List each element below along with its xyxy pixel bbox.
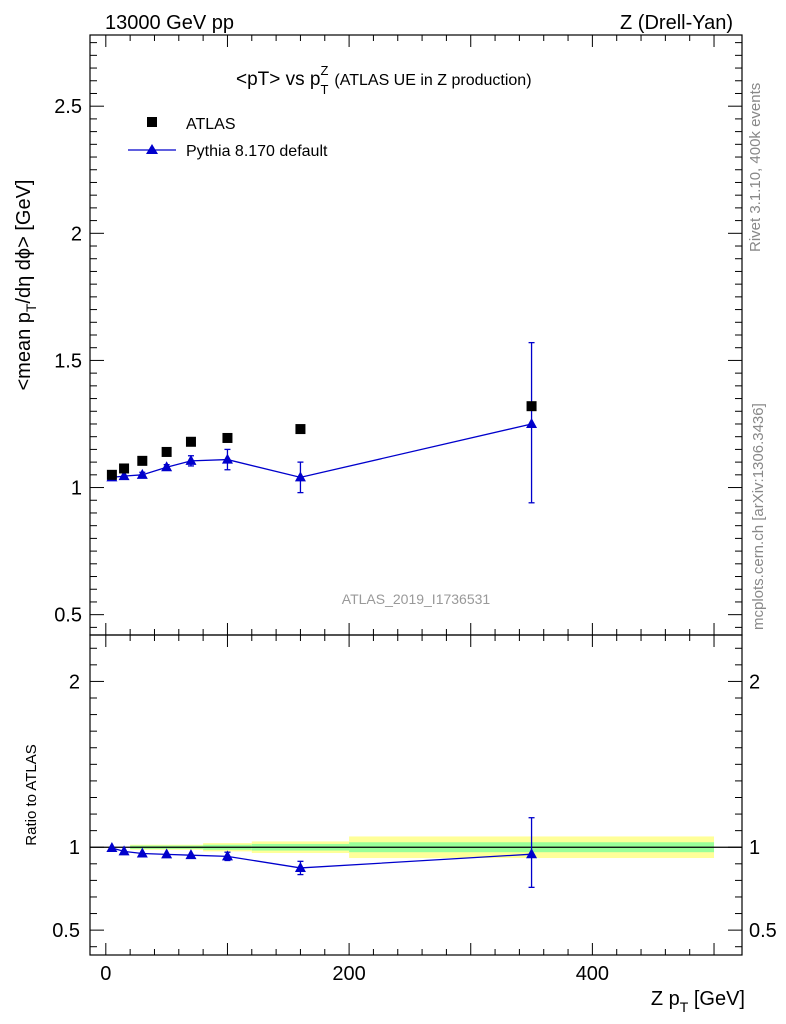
mc-point: [526, 417, 538, 428]
mc-point: [294, 471, 306, 482]
y-axis-label: <mean pT/dη dϕ> [GeV]: [13, 179, 39, 390]
main-y-tick-label: 1: [71, 478, 82, 500]
plot-title-sub: T: [320, 82, 328, 97]
header-right: Z (Drell-Yan): [620, 12, 733, 34]
main-y-tick-label: 2: [71, 223, 82, 245]
main-y-tick-label: 1.5: [54, 350, 82, 372]
ratio-y-axis-label: Ratio to ATLAS: [23, 744, 40, 845]
ratio-y-tick-label-left: 1: [69, 837, 80, 859]
ratio-mc-point: [161, 848, 173, 859]
header-left: 13000 GeV pp: [105, 12, 234, 34]
ratio-mc-point: [294, 861, 306, 872]
main-panel: 0.5 1 1.5 2 2.5 <pT> vs pZ T (ATLAS UE in Z pr…: [54, 34, 743, 636]
ratio-mc-point: [526, 848, 538, 859]
mc-point: [118, 470, 130, 481]
ratio-mc-point: [136, 847, 148, 858]
legend-mc-label: Pythia 8.170 default: [186, 143, 328, 160]
plot-title-suffix: (ATLAS UE in Z production): [334, 72, 531, 89]
plot-title-main: <pT> vs p: [236, 69, 321, 90]
main-data-marks: [106, 341, 538, 504]
mc-line: [111, 423, 532, 479]
ratio-ticks: [90, 635, 742, 955]
rivet-label: Rivet 3.1.10, 400k events: [747, 83, 764, 252]
ratio-mc-point: [221, 850, 233, 861]
mc-point: [136, 468, 148, 479]
legend-mc-marker: [146, 144, 158, 154]
ratio-mc-point: [106, 842, 118, 853]
x-axis-label-sub: T: [680, 999, 689, 1015]
ratio-y-tick-label-right: 0.5: [749, 920, 777, 942]
x-tick-labels: 0 200 400: [100, 963, 609, 985]
mcplots-label: mcplots.cern.ch [arXiv:1306.3436]: [750, 403, 767, 630]
y-axis-label-sub: T: [23, 303, 39, 312]
main-y-tick-label: 0.5: [54, 605, 82, 627]
x-axis-label-tail: [GeV]: [688, 988, 745, 1010]
y-axis-label-main: <mean p: [13, 312, 35, 390]
mc-point: [221, 453, 233, 464]
ratio-mc-point: [185, 849, 197, 860]
analysis-watermark: ATLAS_2019_I1736531: [342, 591, 491, 607]
legend-data-label: ATLAS: [186, 116, 236, 133]
atlas-point: [161, 446, 172, 457]
ratio-data-marks: [106, 817, 538, 889]
main-y-tick-labels: 0.5 1 1.5 2 2.5: [54, 96, 82, 626]
plot-title: <pT> vs pZ T (ATLAS UE in Z production): [236, 63, 532, 97]
ratio-y-tick-label-left: 2: [69, 671, 80, 693]
plot-title-sup: Z: [321, 63, 329, 78]
mc-point: [161, 461, 173, 472]
atlas-point: [137, 455, 148, 466]
x-tick-label: 400: [576, 963, 609, 985]
x-axis-label: Z pT [GeV]: [651, 988, 745, 1015]
atlas-point: [295, 424, 306, 435]
x-axis-label-main: Z p: [651, 988, 680, 1010]
ratio-mc-point: [118, 845, 130, 856]
ratio-y-tick-labels: 0.5 0.5 1 1 2 2: [52, 671, 777, 942]
y-axis-label-tail: /dη dϕ> [GeV]: [13, 179, 35, 303]
main-ticks: [90, 35, 742, 635]
ratio-y-tick-label-left: 0.5: [52, 920, 80, 942]
ratio-frame: [89, 634, 743, 956]
atlas-point: [526, 401, 537, 412]
x-tick-label: 200: [332, 963, 365, 985]
mc-point: [185, 454, 197, 465]
legend-data-marker: [147, 117, 157, 127]
ratio-panel: 0.5 0.5 1 1 2 2 0 200 400: [52, 634, 777, 985]
ratio-y-tick-label-right: 1: [749, 837, 760, 859]
atlas-point: [106, 469, 117, 480]
main-y-tick-label: 2.5: [54, 96, 82, 118]
ratio-y-tick-label-right: 2: [749, 671, 760, 693]
x-tick-label: 0: [100, 963, 111, 985]
atlas-point: [119, 463, 130, 474]
atlas-point: [185, 436, 196, 447]
atlas-point: [222, 432, 233, 443]
